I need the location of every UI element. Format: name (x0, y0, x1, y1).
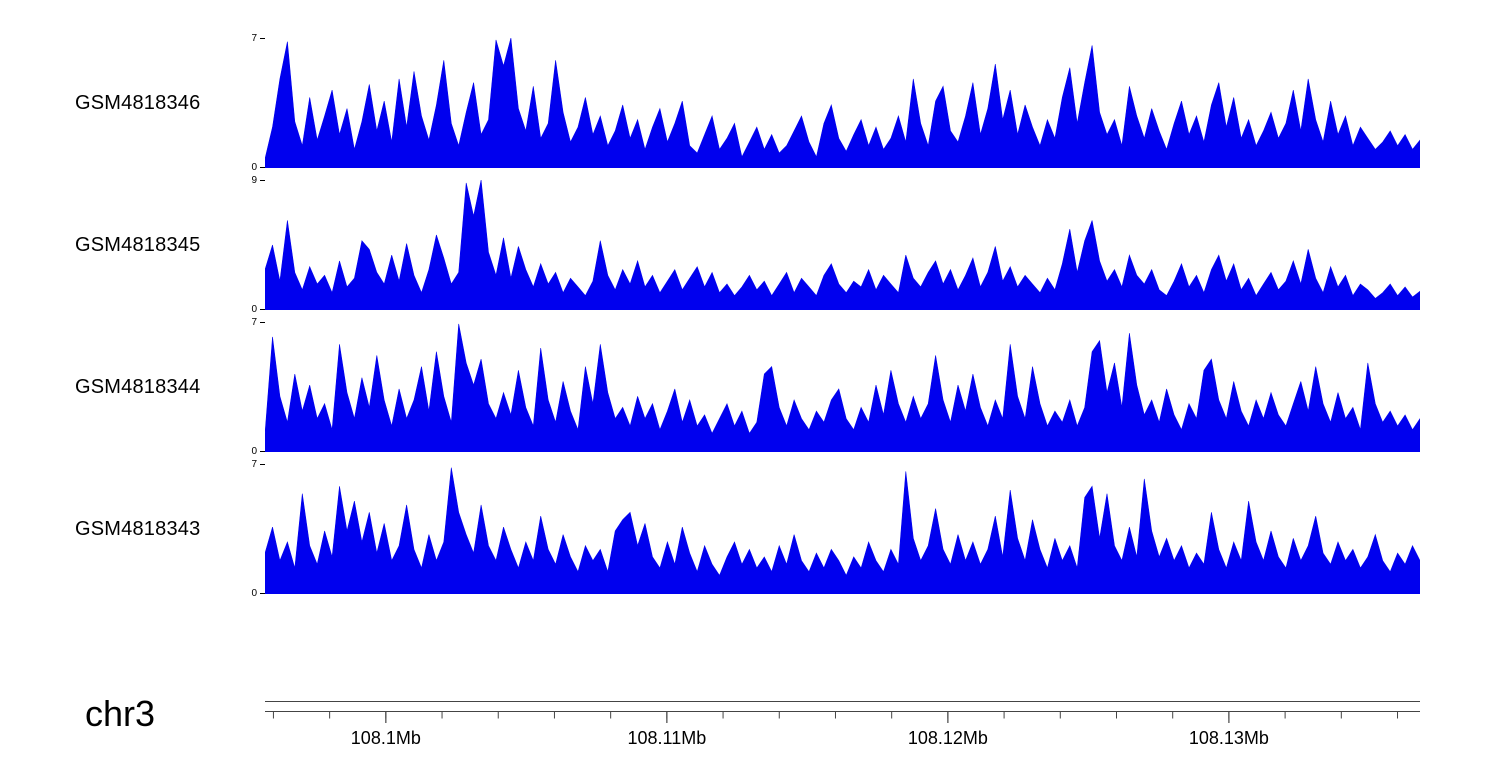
genome-coordinate-axis: 108.1Mb 108.11Mb 108.12Mb 108.13Mb (265, 701, 1420, 748)
signal-track-plot (265, 180, 1420, 310)
track-y-axis: 7 0 (230, 459, 265, 599)
y-axis-min-label: 0 (251, 162, 257, 173)
track-row: GSM4818344 7 0 (0, 317, 1500, 457)
y-axis-bottom-tick (260, 593, 265, 594)
genome-axis-row: chr3 108.1Mb 108.11Mb 108.12Mb 108.13Mb (0, 694, 1500, 764)
track-row: GSM4818343 7 0 (0, 459, 1500, 599)
y-axis-min-label: 0 (251, 304, 257, 315)
signal-area (265, 180, 1420, 310)
axis-tick-label: 108.1Mb (351, 728, 421, 748)
y-axis-top-tick (260, 322, 265, 323)
signal-area (265, 38, 1420, 168)
y-axis-max-label: 7 (251, 33, 257, 44)
track-row: GSM4818345 9 0 (0, 175, 1500, 315)
y-axis-min-label: 0 (251, 446, 257, 457)
y-axis-top-tick (260, 180, 265, 181)
y-axis-top-tick (260, 464, 265, 465)
signal-area (265, 467, 1420, 594)
axis-tick-label: 108.11Mb (627, 728, 706, 748)
chromosome-label: chr3 (85, 693, 156, 734)
y-axis-max-label: 7 (251, 317, 257, 328)
y-axis-bottom-tick (260, 309, 265, 310)
track-label: GSM4818343 (75, 517, 201, 540)
track-y-axis: 9 0 (230, 175, 265, 315)
y-axis-bottom-tick (260, 451, 265, 452)
signal-area (265, 323, 1420, 452)
signal-track-plot (265, 323, 1420, 452)
track-label: GSM4818344 (75, 375, 201, 398)
track-y-axis: 7 0 (230, 33, 265, 173)
signal-tracks-panel: GSM4818346 7 0 GSM4818345 9 0 GSM4818344 (0, 33, 1500, 606)
axis-tick-label: 108.13Mb (1189, 728, 1269, 748)
y-axis-max-label: 9 (251, 175, 257, 186)
track-label: GSM4818346 (75, 91, 201, 114)
track-y-axis: 7 0 (230, 317, 265, 457)
y-axis-top-tick (260, 38, 265, 39)
y-axis-bottom-tick (260, 167, 265, 168)
signal-track-plot (265, 467, 1420, 594)
track-label: GSM4818345 (75, 233, 201, 256)
y-axis-max-label: 7 (251, 459, 257, 470)
track-row: GSM4818346 7 0 (0, 33, 1500, 173)
signal-track-plot (265, 38, 1420, 168)
axis-tick-label: 108.12Mb (908, 728, 988, 748)
y-axis-min-label: 0 (251, 588, 257, 599)
